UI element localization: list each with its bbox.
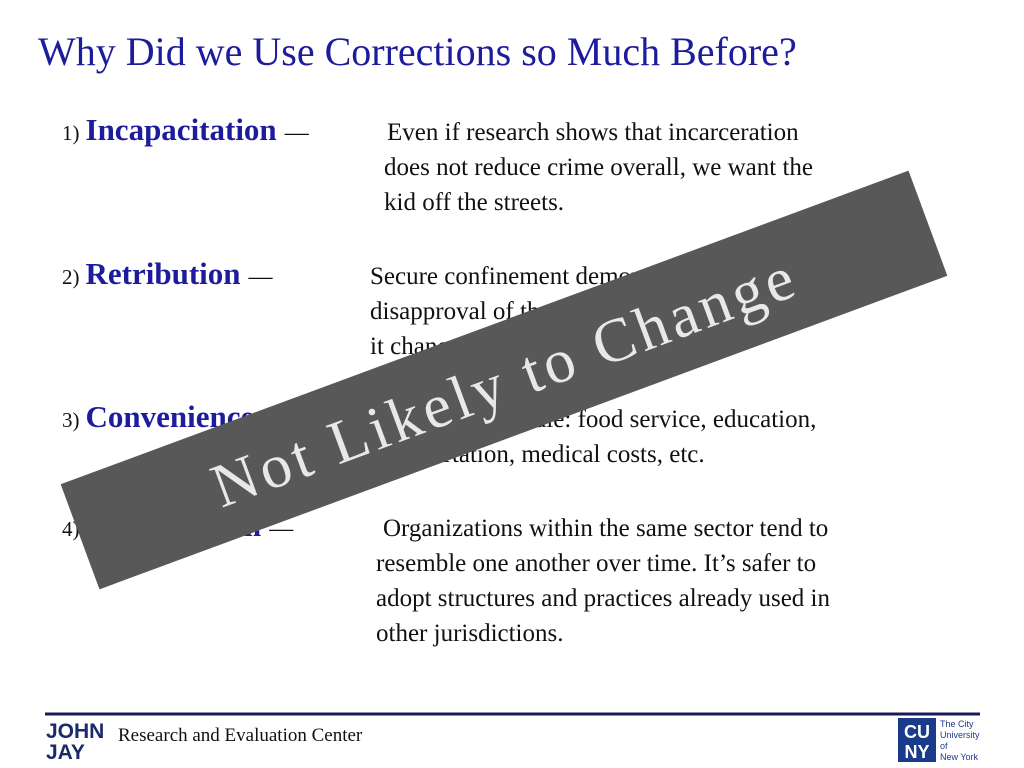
logo-mark: NY [904, 742, 929, 762]
cuny-logo: CU NY The City University of New York [898, 718, 980, 762]
item-description: Organizations within the same sector ten… [383, 515, 828, 542]
item-number: 1) [62, 121, 80, 145]
item-dash: — [248, 264, 274, 290]
logo-box [898, 718, 936, 762]
logo-mark: CU [904, 722, 930, 742]
item-number: 3) [62, 408, 80, 432]
logo-text: New York [940, 752, 979, 762]
logo-text: of [940, 741, 948, 751]
logo-text: University [940, 730, 980, 740]
logo-text: The City [940, 719, 974, 729]
item-number: 2) [62, 265, 80, 289]
item-term: Incapacitation [86, 112, 277, 147]
slide-title: Why Did we Use Corrections so Much Befor… [38, 29, 797, 74]
item-list: 1) Incapacitation — Even if research shows … [62, 112, 830, 647]
item-description: does not reduce crime overall, we want t… [384, 154, 813, 181]
item-description: kid off the streets. [384, 189, 564, 216]
banner-box [60, 170, 948, 590]
item-description: Even if research shows that incarceratio… [387, 119, 799, 146]
item-term: Retribution [86, 256, 241, 291]
item-description: adopt structures and practices already u… [376, 585, 830, 612]
john-jay-logo: JOHN JAY [46, 720, 104, 764]
footer-text: Research and Evaluation Center [118, 725, 363, 746]
logo-line: JOHN [46, 720, 104, 743]
item-description: other jurisdictions. [376, 620, 563, 647]
logo-line: JAY [46, 741, 85, 764]
item-dash: — [284, 120, 310, 146]
item-description: resemble one another over time. It’s saf… [376, 550, 816, 577]
